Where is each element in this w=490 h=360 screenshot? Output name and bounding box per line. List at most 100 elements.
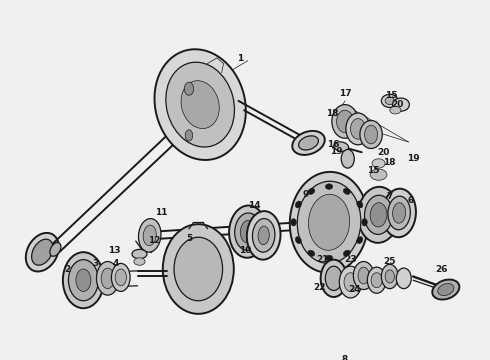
Ellipse shape [396, 268, 411, 289]
Text: 12: 12 [148, 237, 161, 246]
Ellipse shape [325, 266, 342, 291]
Text: 26: 26 [435, 265, 447, 274]
Text: 9: 9 [302, 190, 309, 199]
Ellipse shape [381, 94, 398, 107]
Ellipse shape [111, 264, 130, 291]
Ellipse shape [320, 260, 347, 297]
Ellipse shape [69, 260, 98, 301]
Ellipse shape [332, 105, 358, 138]
Ellipse shape [229, 206, 267, 258]
Ellipse shape [132, 249, 147, 259]
Text: 24: 24 [348, 285, 361, 294]
Ellipse shape [388, 196, 410, 230]
Text: 18: 18 [326, 109, 338, 118]
Text: 4: 4 [113, 259, 119, 268]
Ellipse shape [334, 142, 348, 152]
Ellipse shape [368, 267, 386, 293]
Ellipse shape [360, 121, 382, 149]
Ellipse shape [357, 237, 363, 244]
Text: 5: 5 [186, 234, 192, 243]
Ellipse shape [143, 225, 156, 246]
Text: 15: 15 [386, 91, 398, 100]
Text: 7: 7 [387, 192, 393, 201]
Text: 18: 18 [384, 158, 396, 167]
Ellipse shape [372, 159, 385, 168]
Ellipse shape [340, 266, 362, 298]
Ellipse shape [358, 187, 399, 243]
Text: 2: 2 [64, 265, 71, 274]
Ellipse shape [346, 113, 370, 145]
Ellipse shape [50, 243, 61, 256]
Ellipse shape [350, 119, 366, 139]
Ellipse shape [297, 181, 361, 264]
Ellipse shape [26, 233, 59, 271]
Ellipse shape [365, 195, 392, 234]
Ellipse shape [235, 213, 261, 250]
Ellipse shape [341, 149, 354, 168]
Text: 6: 6 [407, 196, 414, 205]
Ellipse shape [181, 81, 219, 129]
Ellipse shape [154, 49, 246, 160]
Ellipse shape [97, 261, 119, 295]
Text: 15: 15 [367, 166, 379, 175]
Ellipse shape [432, 280, 459, 300]
Ellipse shape [309, 194, 350, 250]
Ellipse shape [358, 267, 369, 284]
Ellipse shape [134, 258, 145, 265]
Ellipse shape [308, 188, 315, 194]
Text: 16: 16 [327, 140, 340, 149]
Text: 1: 1 [237, 54, 244, 63]
Ellipse shape [291, 219, 296, 226]
Ellipse shape [115, 269, 126, 286]
Text: 23: 23 [344, 255, 357, 264]
Text: 17: 17 [339, 89, 351, 98]
Text: 22: 22 [314, 283, 326, 292]
Ellipse shape [292, 131, 325, 155]
Ellipse shape [174, 237, 222, 301]
Ellipse shape [163, 224, 234, 314]
Ellipse shape [185, 130, 193, 141]
Ellipse shape [258, 226, 270, 245]
Ellipse shape [385, 97, 394, 105]
Ellipse shape [247, 211, 280, 260]
Ellipse shape [290, 172, 368, 273]
Text: 21: 21 [316, 255, 329, 264]
Ellipse shape [343, 250, 350, 256]
Ellipse shape [101, 268, 114, 289]
Ellipse shape [184, 82, 194, 95]
Ellipse shape [325, 255, 333, 261]
Ellipse shape [390, 107, 401, 114]
Ellipse shape [385, 270, 394, 283]
Text: 20: 20 [377, 148, 390, 157]
Text: 8: 8 [342, 355, 348, 360]
Text: 13: 13 [108, 246, 121, 255]
Ellipse shape [392, 203, 406, 223]
Ellipse shape [353, 261, 374, 289]
Text: 10: 10 [239, 246, 251, 255]
Ellipse shape [295, 237, 301, 244]
Ellipse shape [298, 136, 318, 150]
Text: 25: 25 [384, 257, 396, 266]
Ellipse shape [32, 239, 53, 265]
Ellipse shape [371, 273, 382, 288]
Ellipse shape [392, 98, 409, 111]
Ellipse shape [240, 220, 255, 243]
Ellipse shape [166, 62, 235, 147]
Ellipse shape [325, 184, 333, 189]
Text: 14: 14 [248, 201, 261, 210]
Ellipse shape [382, 189, 416, 237]
Ellipse shape [295, 201, 301, 208]
Ellipse shape [370, 203, 387, 227]
Text: 19: 19 [407, 154, 419, 163]
Ellipse shape [343, 188, 350, 194]
Ellipse shape [357, 201, 363, 208]
Ellipse shape [252, 219, 275, 252]
Ellipse shape [381, 264, 398, 289]
Ellipse shape [438, 284, 454, 296]
Ellipse shape [365, 125, 378, 144]
Ellipse shape [76, 269, 91, 291]
Ellipse shape [139, 219, 161, 252]
Text: 3: 3 [93, 259, 98, 268]
Text: 19: 19 [330, 147, 343, 156]
Ellipse shape [362, 219, 368, 226]
